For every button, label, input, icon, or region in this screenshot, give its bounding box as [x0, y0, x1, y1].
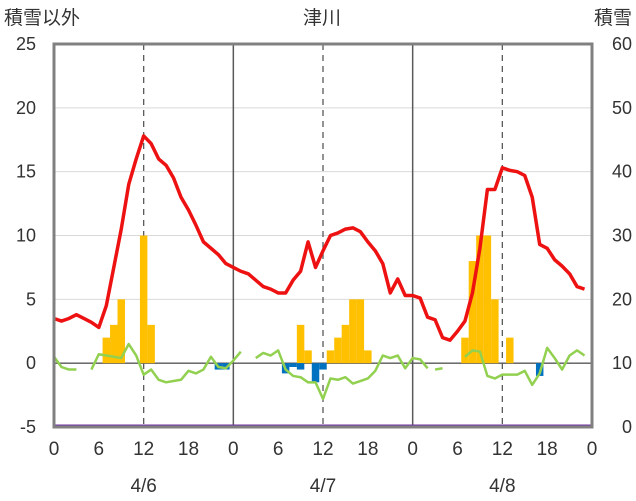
precip-negative-bar [311, 363, 320, 383]
precip-negative-bar [296, 363, 305, 370]
green-series-line [434, 367, 443, 371]
left-tick-label: 20 [16, 98, 36, 118]
precip-bar [468, 261, 477, 364]
left-axis-title: 積雪以外 [4, 7, 80, 29]
precip-bar [296, 324, 305, 364]
plot-border [52, 42, 594, 429]
left-tick-label: 5 [26, 289, 36, 309]
date-label: 4/8 [489, 476, 515, 497]
precip-bar [461, 337, 469, 364]
x-tick-label: 6 [94, 439, 105, 460]
green-series-line [52, 356, 77, 371]
x-tick-label: 18 [357, 439, 378, 460]
right-tick-label: 20 [612, 289, 632, 309]
date-label: 4/6 [130, 476, 156, 497]
precip-bar [356, 299, 365, 364]
x-tick-label: 0 [407, 439, 418, 460]
precip-bar [476, 235, 484, 364]
x-tick-label: 12 [492, 439, 513, 460]
green-series-line [255, 349, 429, 401]
left-tick-label: -5 [20, 417, 36, 437]
left-tick-label: 0 [26, 353, 36, 373]
right-tick-label: 40 [612, 162, 632, 182]
right-tick-label: 30 [612, 226, 632, 246]
right-tick-label: 0 [622, 417, 632, 437]
precip-bar [304, 350, 312, 364]
precip-bar [491, 299, 499, 364]
chart-title: 津川 [303, 7, 341, 29]
temperature-line [53, 134, 586, 342]
plot-frame [52, 42, 594, 429]
x-tick-label: 12 [133, 439, 154, 460]
precip-negative-bar [222, 363, 230, 370]
left-tick-label: 10 [16, 226, 36, 246]
precip-negative-bar [319, 363, 327, 370]
right-tick-label: 10 [612, 353, 632, 373]
precip-bar [341, 324, 350, 364]
precip-bar [506, 337, 514, 364]
x-tick-label: 0 [49, 439, 60, 460]
left-tick-label: 15 [16, 162, 36, 182]
precip-bar [326, 350, 335, 364]
precip-bar [117, 299, 125, 364]
x-tick-label: 6 [273, 439, 284, 460]
precip-negative-bar [289, 363, 297, 367]
green-series-line [464, 346, 586, 387]
x-tick-label: 18 [178, 439, 199, 460]
precip-bar [334, 337, 342, 364]
precip-bar [364, 350, 372, 364]
right-axis-title: 積雪 [594, 7, 632, 29]
x-tick-label: 12 [312, 439, 333, 460]
right-tick-label: 50 [612, 98, 632, 118]
x-tick-label: 18 [537, 439, 558, 460]
precip-bar [139, 235, 148, 364]
precip-bar [147, 324, 155, 364]
x-tick-label: 0 [587, 439, 598, 460]
precip-bars [102, 235, 544, 383]
precip-bar [102, 337, 111, 364]
left-tick-label: 25 [16, 34, 36, 54]
green-series-line [90, 342, 242, 384]
precip-bar [110, 324, 118, 364]
precip-bar [483, 235, 492, 364]
x-tick-label: 0 [228, 439, 239, 460]
precip-bar [349, 299, 357, 364]
date-label: 4/7 [310, 476, 336, 497]
right-tick-label: 60 [612, 34, 632, 54]
x-tick-label: 6 [452, 439, 463, 460]
